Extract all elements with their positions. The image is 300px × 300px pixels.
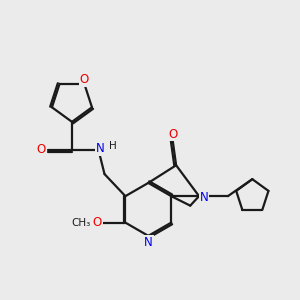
Text: CH₃: CH₃ [72, 218, 91, 228]
Text: N: N [144, 236, 153, 249]
Text: N: N [200, 191, 208, 204]
Text: O: O [37, 143, 46, 156]
Text: N: N [96, 142, 104, 155]
Text: H: H [109, 141, 116, 151]
Text: O: O [168, 128, 177, 141]
Text: O: O [93, 216, 102, 229]
Text: O: O [80, 73, 89, 86]
